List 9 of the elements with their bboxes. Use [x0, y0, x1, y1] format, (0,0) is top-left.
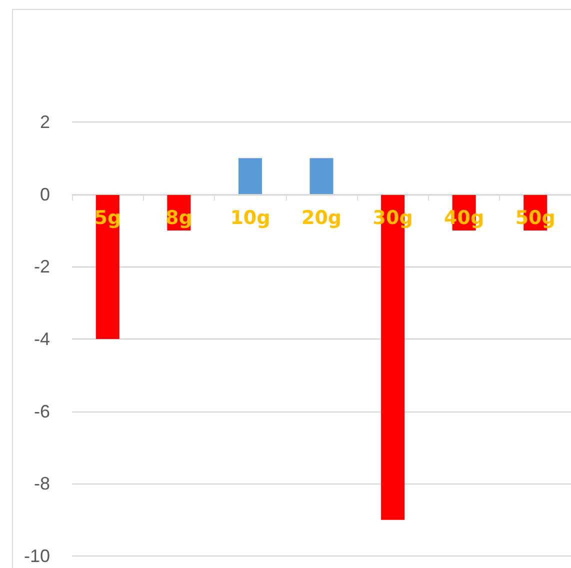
y-tick-label: 0: [40, 184, 50, 204]
x-tick-label: 20g: [301, 206, 342, 229]
y-tick-label: -6: [34, 401, 50, 422]
y-tick-label: 2: [40, 112, 50, 132]
y-tick-label: -4: [34, 329, 50, 349]
x-tick-label: 10g: [230, 206, 270, 229]
y-tick-label: -2: [34, 256, 50, 277]
y-tick-label: -8: [34, 474, 50, 494]
y-tick-label: -10: [24, 546, 50, 566]
